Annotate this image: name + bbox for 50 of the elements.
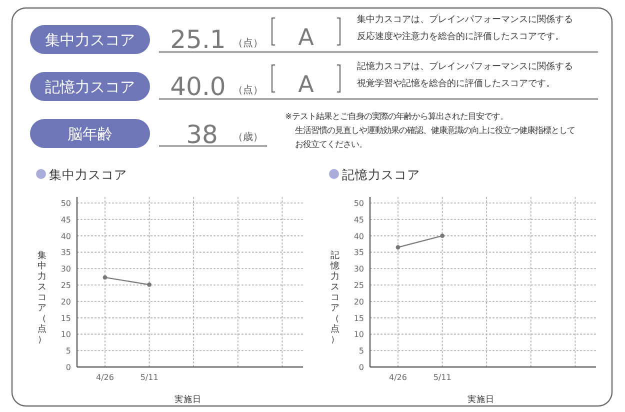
x-tick-label: 5/11	[140, 373, 158, 382]
y-tick-label: 0	[66, 363, 71, 372]
y-tick-label: 10	[354, 330, 364, 340]
text: 38	[186, 120, 218, 149]
y-tick-label: 5	[358, 346, 364, 356]
text: 記憶力スコア	[45, 78, 135, 96]
chart-title: 集中力スコア	[49, 167, 127, 182]
text: （歳）	[233, 131, 263, 143]
x-tick-label: 4/26	[96, 373, 114, 382]
y-tick-label: 50	[60, 199, 71, 208]
y-tick-label: 15	[354, 314, 364, 323]
y-tick-label: 10	[60, 330, 71, 340]
text: 反応速度や注意力を総合的に評価したスコアです。	[357, 31, 564, 42]
y-tick-label: 20	[60, 297, 71, 306]
text: A	[298, 72, 314, 98]
y-tick-label: 25	[354, 281, 364, 290]
y-tick-label: 5	[66, 346, 71, 356]
y-tick-label: 45	[354, 215, 364, 224]
y-tick-label: 15	[60, 314, 71, 323]
text: （点）	[233, 84, 263, 96]
text: ※テスト結果とご自身の実際の年齢から算出された目安です。	[285, 111, 508, 121]
y-tick-label: 40	[354, 232, 364, 241]
text: 集中力スコア（点）	[38, 251, 46, 345]
y-tick-label: 25	[60, 281, 71, 290]
y-tick-label: 30	[60, 264, 71, 274]
y-tick-label: 50	[354, 199, 364, 208]
text: 記憶力スコアは、ブレインパフォーマンスに関係する	[357, 61, 573, 72]
text: お役立てください。	[295, 139, 367, 149]
x-axis-title: 実施日	[174, 394, 202, 405]
text: 集中力スコア	[45, 31, 135, 49]
chart-title: 記憶力スコア	[342, 167, 420, 182]
text: （点）	[233, 37, 263, 49]
text: 40.0	[170, 72, 226, 101]
text: 脳年齢	[68, 125, 112, 143]
y-tick-label: 30	[354, 264, 364, 274]
y-tick-label: 35	[60, 248, 71, 258]
x-tick-label: 4/26	[389, 373, 407, 382]
text: 視覚学習や記憶を総合的に評価したスコアです。	[357, 78, 555, 89]
text: 生活習慣の見直しや運動効果の確認、健康意識の向上に役立つ健康指標として	[295, 125, 575, 135]
text: 記憶力スコア（点）	[330, 251, 340, 345]
y-tick-label: 35	[354, 248, 364, 258]
y-tick-label: 40	[60, 232, 71, 241]
y-tick-label: 0	[358, 363, 364, 372]
y-tick-label: 20	[354, 297, 364, 306]
x-axis-title: 実施日	[468, 394, 494, 405]
text: 25.1	[170, 25, 226, 54]
y-tick-label: 45	[60, 215, 71, 224]
text: 集中力スコアは、ブレインパフォーマンスに関係する	[357, 14, 573, 25]
x-tick-label: 5/11	[433, 373, 452, 382]
text: A	[298, 25, 314, 51]
